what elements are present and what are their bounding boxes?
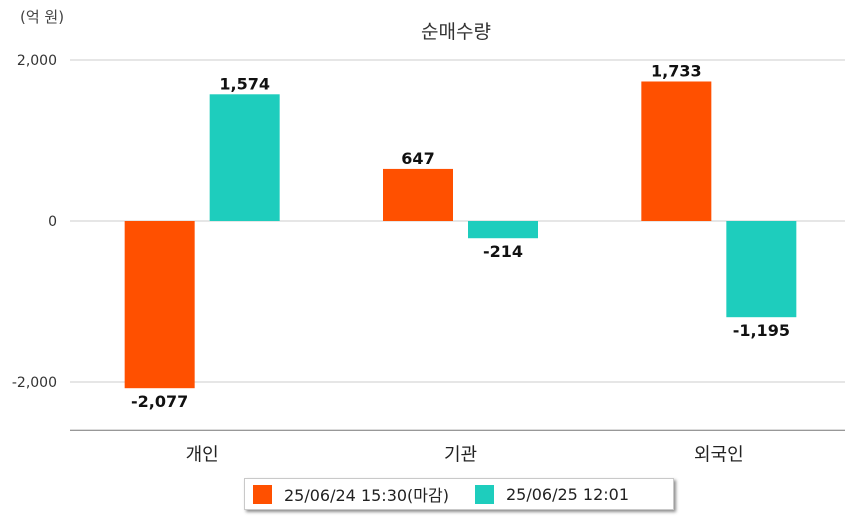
legend-swatch-series-2 bbox=[474, 484, 494, 504]
data-label: -214 bbox=[483, 242, 523, 261]
legend-swatch-series-1 bbox=[253, 484, 272, 504]
legend: 25/06/24 15:30(마감) 25/06/25 12:01 bbox=[244, 478, 674, 510]
chart-title: 순매수량 bbox=[421, 21, 491, 43]
grid-lines bbox=[70, 59, 845, 383]
bars: -2,077 1,574 647 -214 1,733 -1,195 bbox=[124, 61, 797, 411]
bar-개인-series-1[interactable] bbox=[124, 221, 195, 389]
bar-외국인-series-2[interactable] bbox=[726, 221, 797, 318]
x-axis: 개인 기관 외국인 bbox=[70, 429, 845, 465]
y-axis: 2,000 0 -2,000 bbox=[12, 53, 57, 391]
legend-item-series-1[interactable]: 25/06/24 15:30(마감) bbox=[253, 482, 449, 506]
data-label: 647 bbox=[401, 149, 434, 168]
data-label: -2,077 bbox=[131, 392, 188, 411]
x-tick-label: 외국인 bbox=[694, 444, 744, 465]
legend-label-series-1: 25/06/24 15:30(마감) bbox=[284, 486, 449, 505]
legend-item-series-2[interactable]: 25/06/25 12:01 bbox=[474, 484, 630, 504]
y-tick-label: 0 bbox=[48, 214, 57, 230]
bar-기관-series-1[interactable] bbox=[383, 168, 453, 221]
unit-label: (억 원) bbox=[20, 8, 64, 26]
bar-외국인-series-1[interactable] bbox=[641, 81, 712, 221]
y-tick-label: -2,000 bbox=[12, 375, 57, 391]
bar-개인-series-2[interactable] bbox=[209, 94, 280, 221]
data-label: -1,195 bbox=[733, 321, 790, 340]
legend-label-series-2: 25/06/25 12:01 bbox=[505, 484, 630, 504]
x-tick-label: 개인 bbox=[186, 444, 219, 465]
y-tick-label: 2,000 bbox=[17, 53, 57, 69]
bar-기관-series-2[interactable] bbox=[468, 221, 538, 239]
x-tick-label: 기관 bbox=[444, 444, 477, 465]
data-label: 1,574 bbox=[219, 74, 270, 93]
data-label: 1,733 bbox=[651, 61, 702, 80]
